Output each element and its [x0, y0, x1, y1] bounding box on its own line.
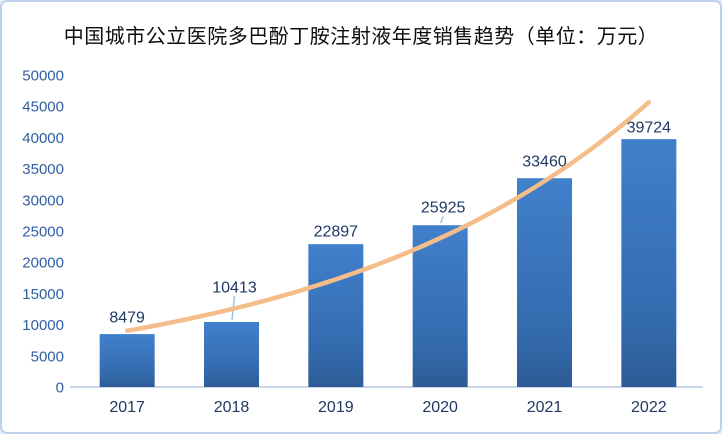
- x-axis-tick-label: 2020: [422, 399, 458, 416]
- y-axis-tick-label: 25000: [22, 224, 64, 241]
- y-axis-tick-label: 10000: [22, 317, 64, 334]
- bar-2019: [308, 244, 364, 387]
- bar-2017: [99, 334, 155, 387]
- y-axis-tick-label: 5000: [31, 348, 64, 365]
- bar-data-label: 33460: [522, 154, 567, 171]
- bar-2018: [204, 322, 259, 387]
- bar-data-label: 39724: [627, 120, 672, 137]
- bar-data-label: 22897: [314, 224, 359, 241]
- y-axis-tick-label: 40000: [22, 130, 64, 147]
- bar-2020: [412, 225, 468, 387]
- y-axis-tick-label: 30000: [22, 192, 64, 209]
- x-axis-tick-label: 2019: [318, 399, 354, 416]
- y-axis-tick-label: 35000: [22, 161, 64, 178]
- x-axis-tick-label: 2017: [109, 399, 145, 416]
- x-axis-tick-label: 2018: [214, 399, 250, 416]
- y-axis-tick-label: 0: [56, 380, 64, 397]
- y-axis-tick-label: 20000: [22, 255, 64, 272]
- y-axis-tick-label: 50000: [22, 68, 64, 85]
- y-axis-tick-label: 45000: [22, 99, 64, 116]
- chart-title: 中国城市公立医院多巴酚丁胺注射液年度销售趋势（单位：万元）: [63, 26, 659, 48]
- y-axis-tick-label: 15000: [22, 286, 64, 303]
- x-axis-tick-label: 2022: [631, 399, 667, 416]
- bar-data-label: 10413: [212, 280, 257, 297]
- bar-data-label: 8479: [109, 310, 145, 327]
- bar-2022: [621, 139, 677, 387]
- bar-data-label: 25925: [421, 200, 466, 217]
- data-label-leader-line: [439, 215, 444, 224]
- exponential-trendline: [124, 100, 652, 333]
- bar-2021: [517, 178, 572, 387]
- x-axis-tick-label: 2021: [527, 399, 563, 416]
